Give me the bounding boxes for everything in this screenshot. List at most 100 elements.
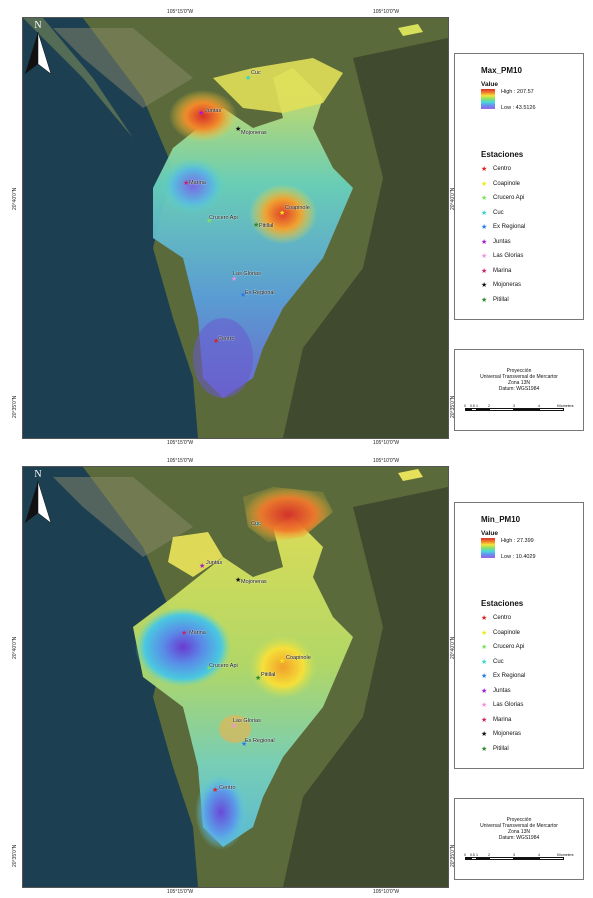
station-marker-crucero-api: ★ — [206, 218, 213, 225]
map-frame-max[interactable]: ★ Cuc ★ Juntas ★ Mojoneras ★ Marina ★ Co… — [22, 17, 449, 439]
station-legend-label: Mojoneras — [493, 282, 522, 288]
station-legend-label: Las Glorias — [493, 253, 524, 259]
coord-top-right: 105°10'0"W — [373, 9, 400, 15]
map-label-mojoneras: Mojoneras — [241, 579, 267, 585]
station-legend-label: Pitillal — [493, 745, 509, 752]
satellite-map-max — [23, 18, 448, 438]
legend-low: Low : 43.5126 — [501, 105, 536, 111]
coord-bottom-right: 105°10'0"W — [373, 440, 400, 446]
map-label-marina: Marina — [189, 180, 206, 186]
coord-top-left: 105°15'0"W — [167, 458, 194, 464]
coord-left-bottom: 20°35'0"N — [12, 844, 18, 867]
map-label-crucero-api: Crucero Api — [209, 215, 238, 221]
projection-line-1: Proyección — [506, 368, 532, 374]
station-legend-star-icon: ★ — [481, 166, 488, 173]
scale-tick-4: 3 — [513, 853, 515, 857]
station-legend-star-icon: ★ — [481, 687, 488, 695]
station-legend-label: Crucero Api — [493, 195, 525, 201]
north-arrow-icon: N — [25, 20, 52, 75]
color-ramp — [481, 89, 495, 109]
station-marker-coapinole: ★ — [279, 210, 286, 217]
legend-low: Low : 10.4029 — [501, 554, 536, 560]
station-legend-star-icon: ★ — [481, 629, 488, 637]
station-marker-centro: ★ — [212, 787, 219, 794]
station-legend-label: Pitillal — [493, 296, 509, 303]
stations-title: Estaciones — [481, 599, 524, 608]
station-legend-label: Centro — [493, 166, 512, 172]
legend-title: Min_PM10 — [481, 515, 521, 524]
scale-bar — [465, 857, 565, 860]
station-legend-label: Juntas — [493, 238, 511, 245]
scale-tick-1: 0.5 — [470, 404, 475, 408]
projection-line-3: Zona 13N — [508, 380, 530, 386]
scale-tick-0: 0 — [464, 404, 466, 408]
legend-value-label: Value — [481, 81, 498, 88]
station-legend-label: Mojoneras — [493, 731, 522, 737]
station-legend-label: Centro — [493, 615, 512, 621]
map-label-centro: Centro — [218, 336, 235, 342]
station-marker-marina: ★ — [181, 630, 188, 637]
station-marker-juntas: ★ — [199, 563, 206, 570]
map-label-centro: Centro — [219, 785, 236, 791]
station-legend-star-icon: ★ — [481, 224, 488, 231]
scale-tick-2: 1 — [476, 853, 478, 857]
station-marker-pitillal: ★ — [253, 222, 260, 229]
map-panel-max: 105°15'0"W 105°10'0"W 105°15'0"W 105°10'… — [12, 9, 584, 446]
map-label-cuc: Cuc — [251, 70, 261, 76]
station-marker-las-glorias: ★ — [231, 723, 238, 730]
map-panel-min: 105°15'0"W 105°10'0"W 105°15'0"W 105°10'… — [0, 449, 593, 898]
station-legend-label: Las Glorias — [493, 702, 524, 708]
station-marker-juntas: ★ — [198, 110, 205, 117]
station-legend-star-icon: ★ — [481, 267, 488, 275]
map-label-las-glorias: Las Glorias — [233, 718, 261, 724]
station-legend-label: Ex Regional — [493, 673, 526, 679]
station-marker-ex-regional: ★ — [240, 292, 247, 299]
station-legend-label: Marina — [493, 267, 512, 274]
coord-left-bottom: 20°35'0"N — [12, 395, 18, 418]
stations-title: Estaciones — [481, 150, 524, 159]
station-marker-las-glorias: ★ — [231, 276, 238, 283]
station-marker-cuc: ★ — [255, 521, 262, 528]
scale-tick-2: 1 — [476, 404, 478, 408]
coord-bottom-right: 105°10'0"W — [373, 889, 400, 895]
svg-text:N: N — [34, 20, 41, 31]
scale-tick-4: 3 — [513, 404, 515, 408]
projection-line-1: Proyección — [506, 817, 532, 823]
projection-line-2: Universal Transversal de Mercartor — [480, 823, 558, 829]
map-label-juntas: Juntas — [205, 108, 222, 114]
station-legend-star-icon: ★ — [481, 673, 488, 680]
legend-high: High : 207.57 — [501, 89, 534, 95]
map-label-mojoneras: Mojoneras — [241, 130, 267, 136]
station-legend-star-icon: ★ — [481, 282, 488, 289]
satellite-map-min — [23, 467, 448, 887]
legend-title: Max_PM10 — [481, 66, 522, 75]
scale-tick-1: 0.5 — [470, 853, 475, 857]
station-legend-star-icon: ★ — [481, 615, 488, 622]
map-label-pitillal: Pitillal — [261, 672, 276, 678]
legend-high: High : 27.399 — [501, 538, 534, 544]
map-label-ex-regional: Ex Regional — [245, 738, 275, 744]
map-label-cuc: Cuc — [251, 521, 261, 527]
projection-box: Proyección Universal Transversal de Merc… — [454, 349, 584, 431]
station-legend-label: Juntas — [493, 687, 511, 694]
station-legend-label: Cuc — [493, 658, 504, 665]
map-label-juntas: Juntas — [206, 560, 223, 566]
projection-line-3: Zona 13N — [508, 829, 530, 835]
station-marker-marina: ★ — [183, 180, 190, 187]
station-legend-star-icon: ★ — [481, 253, 488, 260]
map-frame-min[interactable]: ★ Cuc ★ Juntas ★ Mojoneras ★ Marina ★ Co… — [22, 466, 449, 888]
station-legend-star-icon: ★ — [481, 180, 488, 188]
coord-left-mid: 20°40'0"N — [12, 636, 18, 659]
scale-tick-3: 2 — [488, 853, 490, 857]
map-label-las-glorias: Las Glorias — [233, 271, 261, 277]
station-marker-ex-regional: ★ — [241, 741, 248, 748]
station-legend-star-icon: ★ — [481, 195, 488, 202]
scale-tick-0: 0 — [464, 853, 466, 857]
station-marker-crucero-api: ★ — [206, 665, 213, 672]
map-label-pitillal: Pitillal — [259, 223, 274, 229]
station-legend-star-icon: ★ — [481, 238, 488, 246]
station-legend-star-icon: ★ — [481, 716, 488, 724]
projection-box: Proyección Universal Transversal de Merc… — [454, 798, 584, 880]
station-legend-star-icon: ★ — [481, 296, 488, 304]
station-legend-star-icon: ★ — [481, 731, 488, 738]
